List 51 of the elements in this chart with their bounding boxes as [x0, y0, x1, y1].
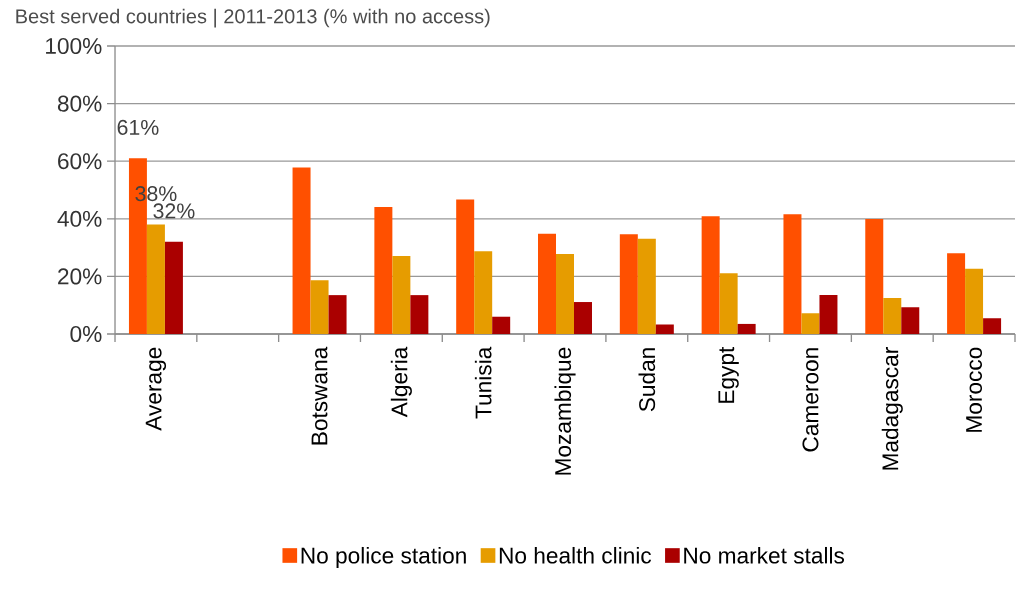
y-tick-label: 60% — [58, 153, 102, 170]
bar — [719, 273, 738, 334]
x-tick-label: Tunisia — [474, 346, 492, 419]
data-label: 61% — [117, 119, 159, 135]
x-tick-label: Egypt — [718, 346, 739, 403]
bar — [310, 280, 329, 334]
bar — [538, 233, 556, 334]
bar — [492, 316, 511, 334]
bar — [146, 224, 165, 334]
bar — [619, 234, 638, 334]
x-tick-label: Morocco — [966, 347, 983, 432]
y-tick-label: 20% — [58, 268, 102, 285]
bar — [410, 295, 429, 334]
x-tick-label: Botswana — [311, 346, 328, 445]
bar — [374, 206, 393, 334]
bar — [737, 323, 756, 334]
bar — [865, 219, 884, 334]
bar — [901, 307, 920, 334]
x-tick-label: Average — [145, 347, 167, 431]
y-tick-label: 80% — [57, 95, 102, 112]
bar — [883, 298, 902, 334]
x-tick-label: Algeria — [390, 346, 412, 418]
x-tick-label: Cameroon — [802, 348, 819, 452]
chart-title: Best served countries | 2011-2013 (% with no access) — [16, 8, 490, 28]
bar — [574, 302, 592, 334]
bar — [328, 295, 347, 334]
bar — [947, 253, 966, 334]
x-tick-label: Mozambique — [554, 347, 576, 475]
bar — [983, 318, 1002, 334]
y-tick-label: 40% — [57, 210, 102, 227]
bar — [392, 255, 411, 334]
bar — [783, 214, 802, 334]
x-tick-label: Madagascar — [881, 347, 903, 470]
bar — [701, 216, 720, 334]
legend-label: No market stalls — [684, 546, 845, 564]
y-tick-label: 0% — [70, 325, 102, 343]
legend-label: No health clinic — [499, 546, 652, 564]
bar — [474, 251, 493, 334]
bar — [965, 268, 984, 334]
bar — [164, 241, 183, 334]
bar — [637, 238, 656, 334]
legend-label: No police station — [301, 546, 466, 569]
bar — [456, 199, 475, 334]
bar — [655, 324, 674, 334]
x-tick-label: Sudan — [638, 348, 656, 412]
bar — [292, 167, 311, 334]
bar — [819, 295, 838, 334]
bar — [801, 313, 820, 334]
data-label: 32% — [153, 203, 195, 219]
y-tick-label: 100% — [46, 37, 102, 55]
bar — [556, 253, 574, 334]
